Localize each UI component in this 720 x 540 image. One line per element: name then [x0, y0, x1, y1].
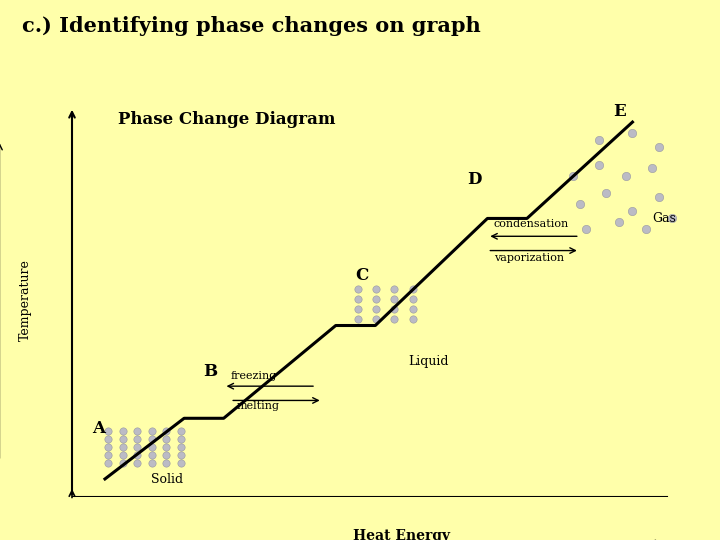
Point [640, 225, 652, 233]
Point [580, 225, 592, 233]
Point [647, 164, 658, 173]
Point [117, 435, 129, 443]
Point [161, 427, 172, 435]
Point [102, 458, 114, 467]
Text: c.) Identifying phase changes on graph: c.) Identifying phase changes on graph [22, 16, 480, 36]
Point [653, 143, 665, 151]
Text: C: C [356, 267, 369, 284]
Text: condensation: condensation [494, 219, 570, 230]
Point [161, 458, 172, 467]
Point [352, 295, 364, 303]
Point [594, 160, 606, 169]
Text: E: E [613, 103, 626, 120]
Point [117, 442, 129, 451]
Point [146, 458, 158, 467]
Point [653, 193, 665, 201]
Point [132, 442, 143, 451]
Point [389, 315, 400, 323]
Point [620, 171, 631, 180]
Point [389, 305, 400, 313]
Point [175, 458, 186, 467]
Point [352, 315, 364, 323]
Point [102, 450, 114, 459]
Point [175, 442, 186, 451]
Text: Heat Energy: Heat Energy [353, 529, 450, 540]
Point [352, 285, 364, 293]
Text: Solid: Solid [151, 473, 184, 486]
Point [175, 427, 186, 435]
Point [666, 214, 678, 223]
Point [102, 442, 114, 451]
Point [370, 285, 382, 293]
Text: A: A [92, 421, 105, 437]
Point [175, 450, 186, 459]
Point [117, 458, 129, 467]
Text: melting: melting [237, 401, 280, 411]
Text: Temperature: Temperature [19, 260, 32, 341]
Point [389, 295, 400, 303]
Point [132, 458, 143, 467]
Point [407, 305, 418, 313]
Point [161, 442, 172, 451]
Point [370, 315, 382, 323]
Text: Gas: Gas [652, 212, 676, 225]
Text: Liquid: Liquid [408, 355, 449, 368]
Point [389, 285, 400, 293]
Point [613, 218, 625, 226]
Point [407, 285, 418, 293]
Point [175, 435, 186, 443]
Point [626, 129, 638, 137]
Point [117, 450, 129, 459]
Point [132, 450, 143, 459]
Point [567, 171, 579, 180]
Point [132, 435, 143, 443]
Point [132, 427, 143, 435]
Point [146, 442, 158, 451]
Point [370, 305, 382, 313]
Text: Phase Change Diagram: Phase Change Diagram [118, 111, 336, 129]
Point [146, 435, 158, 443]
Text: D: D [467, 171, 482, 188]
Point [161, 450, 172, 459]
Text: vaporization: vaporization [494, 253, 564, 264]
Point [146, 450, 158, 459]
Point [594, 136, 606, 144]
Point [574, 200, 585, 208]
Text: freezing: freezing [230, 371, 276, 381]
Point [626, 207, 638, 215]
Point [102, 427, 114, 435]
Point [352, 305, 364, 313]
Point [102, 435, 114, 443]
Point [161, 435, 172, 443]
Text: B: B [204, 363, 217, 380]
Point [370, 295, 382, 303]
Point [600, 189, 612, 198]
Point [407, 315, 418, 323]
Point [407, 295, 418, 303]
Point [146, 427, 158, 435]
Point [117, 427, 129, 435]
